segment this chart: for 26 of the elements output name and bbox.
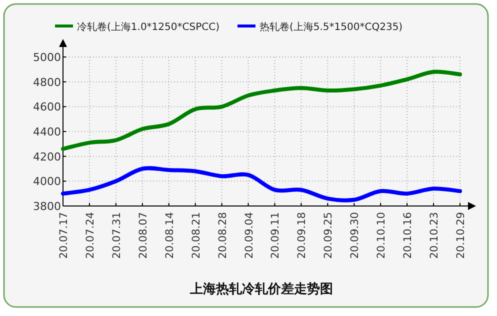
- x-tick-label: 20.10.10: [376, 212, 388, 259]
- x-tick-label: 20.08.28: [216, 212, 229, 259]
- x-tick-label: 20.08.07: [137, 212, 150, 259]
- x-tick-label: 20.07.24: [84, 212, 96, 259]
- y-tick-label: 3800: [33, 200, 61, 213]
- x-tick-label: 20.09.18: [296, 212, 308, 259]
- legend-label: 冷轧卷(上海1.0*1250*CSPCC): [77, 21, 220, 33]
- y-tick-label: 4200: [33, 150, 61, 164]
- y-tick-label: 5000: [33, 51, 61, 64]
- x-tick-label: 20.09.30: [349, 212, 362, 259]
- y-tick-label: 4400: [33, 126, 61, 138]
- y-tick-label: 4800: [33, 76, 61, 89]
- x-tick-label: 20.10.23: [428, 212, 441, 259]
- x-tick-label: 20.07.31: [110, 212, 123, 259]
- x-tick-label: 20.08.14: [164, 212, 176, 259]
- x-tick-label: 20.10.29: [455, 212, 467, 259]
- x-tick-label: 20.08.21: [190, 212, 202, 259]
- x-tick-label: 20.09.11: [270, 212, 282, 259]
- x-tick-label: 20.07.17: [58, 212, 70, 259]
- x-tick-label: 20.10.16: [402, 212, 414, 259]
- x-tick-label: 20.09.25: [322, 212, 335, 259]
- y-tick-label: 4000: [33, 175, 61, 188]
- x-tick-label: 20.09.04: [243, 212, 256, 259]
- legend-label: 热轧卷(上海5.5*1500*CQ235): [259, 21, 403, 33]
- text: 上海热轧冷轧价差走势图: [189, 281, 333, 297]
- y-tick-label: 4600: [33, 100, 61, 114]
